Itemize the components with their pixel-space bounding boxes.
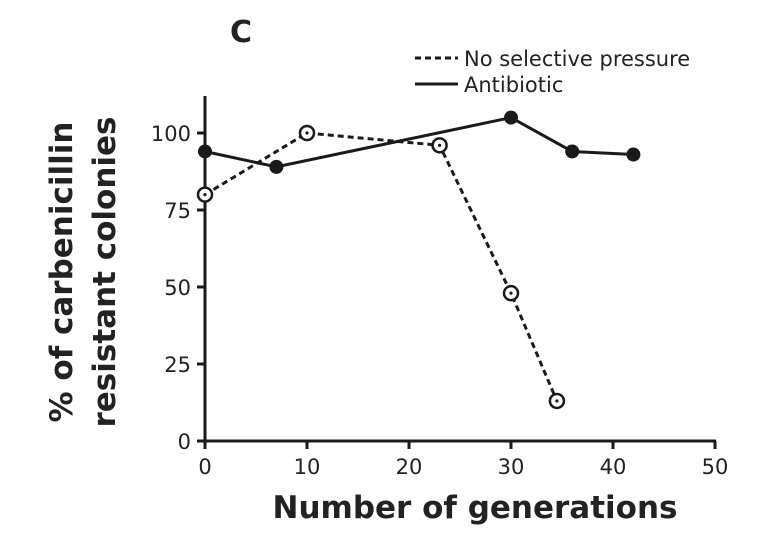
x-tick-label-40: 40 xyxy=(600,455,627,479)
y-ticks: 0 25 50 75 100 xyxy=(151,122,205,454)
point-antibiotic-3 xyxy=(565,144,580,159)
legend-label-antibiotic: Antibiotic xyxy=(464,73,563,97)
y-axis-title-line-2: resistant colonies xyxy=(87,116,123,427)
point-center-no-selective-pressure-1 xyxy=(305,131,309,135)
y-tick-label-100: 100 xyxy=(151,122,191,146)
y-tick-label-0: 0 xyxy=(178,430,191,454)
legend-label-no-selective-pressure: No selective pressure xyxy=(464,47,690,71)
point-antibiotic-2 xyxy=(504,110,518,125)
axes xyxy=(203,96,716,443)
y-axis-title: % of carbenicillin resistant colonies xyxy=(44,116,123,427)
y-tick-label-25: 25 xyxy=(164,353,191,377)
point-antibiotic-1 xyxy=(269,159,284,174)
y-tick-label-50: 50 xyxy=(164,276,191,300)
x-tick-label-0: 0 xyxy=(198,455,211,479)
point-antibiotic-0 xyxy=(198,144,212,159)
x-tick-label-50: 50 xyxy=(702,455,729,479)
y-tick-label-75: 75 xyxy=(164,199,191,223)
x-axis-title: Number of generations xyxy=(273,490,678,526)
series-layer xyxy=(196,110,641,410)
x-tick-label-10: 10 xyxy=(294,455,321,479)
legend: No selective pressure Antibiotic xyxy=(415,47,690,97)
series-line-no-selective-pressure xyxy=(204,131,559,402)
x-tick-label-30: 30 xyxy=(498,455,525,479)
x-ticks: 0 10 20 30 40 50 xyxy=(198,441,728,479)
panel-label: C xyxy=(230,15,252,50)
point-center-no-selective-pressure-2 xyxy=(438,143,442,147)
point-center-no-selective-pressure-3 xyxy=(509,291,513,295)
point-antibiotic-4 xyxy=(626,147,641,162)
y-axis-title-line-1: % of carbenicillin xyxy=(44,122,80,423)
x-tick-label-20: 20 xyxy=(396,455,423,479)
point-center-no-selective-pressure-0 xyxy=(203,193,207,197)
point-center-no-selective-pressure-4 xyxy=(555,399,559,403)
